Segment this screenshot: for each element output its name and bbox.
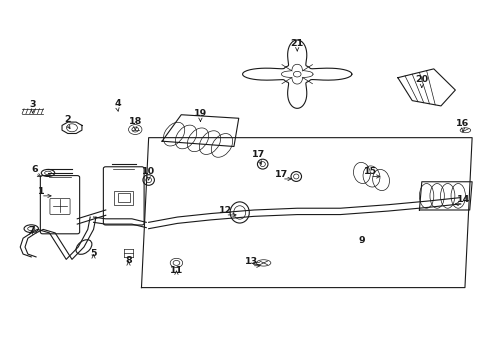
Text: 16: 16 [455, 119, 468, 128]
Text: 3: 3 [29, 100, 36, 109]
Text: 10: 10 [142, 167, 155, 176]
Text: 6: 6 [32, 165, 39, 174]
Text: 11: 11 [169, 266, 183, 275]
Text: 13: 13 [244, 257, 258, 266]
Text: 21: 21 [290, 39, 303, 48]
Text: 4: 4 [114, 99, 121, 108]
Text: 2: 2 [64, 115, 70, 124]
Text: 9: 9 [358, 236, 365, 245]
Text: 17: 17 [252, 150, 265, 159]
Text: 1: 1 [38, 187, 44, 196]
Text: 14: 14 [456, 195, 469, 204]
Text: 17: 17 [275, 170, 288, 179]
Text: 19: 19 [193, 109, 206, 118]
Text: 20: 20 [414, 75, 427, 84]
Text: 12: 12 [218, 206, 231, 215]
Text: 7: 7 [28, 226, 35, 235]
Text: 8: 8 [125, 256, 132, 265]
Text: 15: 15 [363, 167, 376, 176]
Text: 18: 18 [128, 117, 142, 126]
Text: 5: 5 [90, 249, 97, 258]
